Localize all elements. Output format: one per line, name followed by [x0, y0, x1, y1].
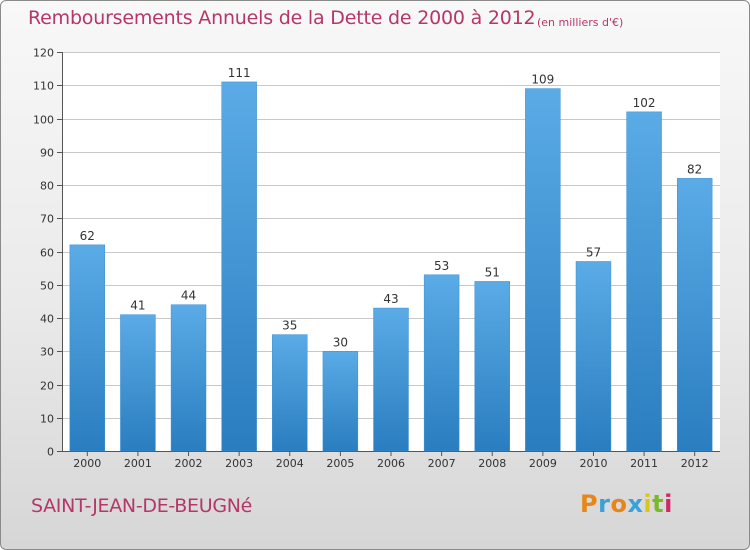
data-label: 43 [383, 292, 398, 306]
x-axis: 2000 2001 2002 2003 2004 2005 2006 2007 2008 2009… [73, 451, 709, 470]
x-tick-label: 2011 [630, 457, 658, 470]
y-tick-label: 110 [33, 80, 54, 93]
y-tick-label: 40 [40, 313, 54, 326]
data-label: 51 [485, 265, 500, 279]
bar[interactable] [69, 244, 106, 452]
x-tick-label: 2008 [478, 457, 506, 470]
y-tick-label: 50 [40, 280, 54, 293]
data-labels: 62 41 44 111 35 30 43 53 51 109 57 102 82 [80, 66, 703, 349]
bar[interactable] [272, 334, 308, 452]
y-tick-label: 120 [33, 47, 54, 60]
bar[interactable] [423, 274, 460, 452]
bar[interactable] [626, 111, 662, 452]
bar[interactable] [120, 314, 156, 452]
logo-letter: i [643, 490, 653, 518]
data-label: 30 [333, 335, 348, 349]
y-tick-label: 10 [40, 413, 54, 426]
data-label: 82 [687, 162, 702, 176]
data-label: 102 [633, 96, 656, 110]
data-label: 62 [80, 229, 95, 243]
data-label: 111 [228, 66, 251, 80]
x-tick-label: 2004 [276, 457, 304, 470]
y-tick-label: 80 [40, 180, 54, 193]
logo-letter: P [580, 490, 599, 518]
bar[interactable] [322, 351, 359, 452]
y-tick-label: 90 [40, 147, 54, 160]
data-label: 109 [531, 73, 554, 87]
bar[interactable] [676, 178, 713, 452]
bar[interactable] [221, 81, 257, 452]
chart-unit: (en milliers d'€) [537, 16, 624, 29]
x-tick-label: 2010 [579, 457, 607, 470]
bar[interactable] [575, 261, 612, 452]
logo-letter: r [598, 490, 611, 518]
bar[interactable] [170, 304, 207, 452]
x-tick-label: 2009 [529, 457, 557, 470]
commune-name: SAINT-JEAN-DE-BEUGNé [31, 495, 253, 517]
x-tick-label: 2001 [124, 457, 152, 470]
logo-letter: o [610, 490, 628, 518]
data-label: 44 [181, 289, 196, 303]
data-label: 35 [282, 319, 297, 333]
logo-letter: t [652, 490, 665, 518]
data-label: 57 [586, 245, 601, 259]
x-tick-label: 2006 [377, 457, 405, 470]
bars [69, 81, 713, 452]
y-tick-label: 30 [40, 346, 54, 359]
data-label: 53 [434, 259, 449, 273]
y-axis: 0 10 20 30 40 50 60 70 80 90 100 110 120 [33, 47, 720, 459]
logo-letter: i [664, 490, 673, 518]
chart-title: Remboursements Annuels de la Dette de 20… [28, 7, 536, 29]
bar[interactable] [525, 88, 561, 452]
y-tick-label: 0 [47, 446, 54, 459]
data-label: 41 [130, 299, 145, 313]
proxiti-logo[interactable]: Proxiti [580, 490, 673, 518]
x-tick-label: 2012 [681, 457, 709, 470]
y-tick-label: 20 [40, 380, 54, 393]
x-tick-label: 2002 [175, 457, 203, 470]
x-tick-label: 2000 [73, 457, 101, 470]
logo-letter: x [627, 490, 644, 518]
y-tick-label: 70 [40, 213, 54, 226]
x-tick-label: 2007 [428, 457, 456, 470]
x-tick-label: 2003 [225, 457, 253, 470]
y-tick-label: 100 [33, 114, 54, 127]
x-tick-label: 2005 [326, 457, 354, 470]
bar[interactable] [474, 281, 510, 452]
y-tick-label: 60 [40, 247, 54, 260]
bar[interactable] [373, 307, 409, 452]
